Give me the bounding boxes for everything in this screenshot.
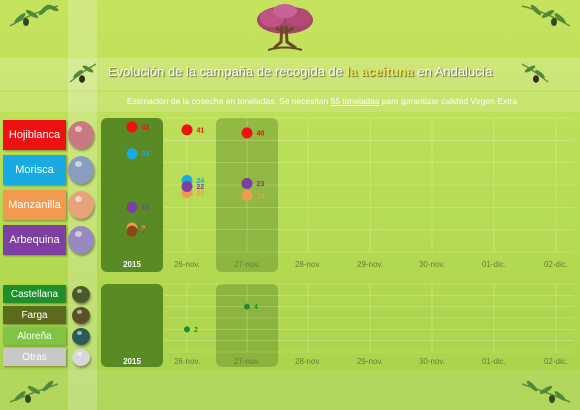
data-point-arbequina — [181, 180, 193, 192]
highlight-column-2015 — [101, 284, 163, 367]
x-tick-label: 2015 — [123, 260, 141, 269]
data-label: 23 — [257, 181, 265, 188]
title-text: Evolución de la campaña de recogida de — [108, 64, 343, 79]
data-label: 8 — [142, 226, 146, 233]
x-tick-label: 02-dic. — [544, 357, 568, 366]
olive-fruit-icon — [68, 191, 94, 219]
subheader-band — [0, 92, 580, 112]
title-text-end: en Andalucía — [417, 64, 493, 79]
x-tick-label: 30-nov. — [419, 357, 445, 366]
data-label: 4 — [254, 304, 258, 311]
data-label: 24 — [197, 178, 205, 185]
legend-label-otras: Otras — [3, 348, 66, 366]
data-point-arbequina — [241, 178, 253, 190]
data-point-arbequina — [126, 201, 138, 213]
data-point-hojiblanca — [241, 127, 253, 139]
data-label: 22 — [197, 184, 205, 191]
data-label: 41 — [197, 127, 205, 134]
bottom-band — [0, 370, 580, 410]
highlight-column-27-nov. — [216, 284, 278, 367]
legend-label-manzanilla: Manzanilla — [3, 190, 66, 220]
data-point-morisca — [126, 148, 138, 160]
olive-branch-icon — [521, 380, 571, 403]
olive-branch-icon — [521, 4, 571, 27]
data-label: 20 — [197, 190, 205, 197]
x-tick-label: 01-dic. — [482, 357, 506, 366]
x-tick-label: 28-nov. — [295, 357, 321, 366]
olive-branch-icon — [9, 4, 59, 27]
x-tick-label: 2015 — [123, 357, 141, 366]
page-title: Evolución de la campaña de recogida de l… — [108, 64, 528, 79]
olive-fruit-icon — [72, 328, 90, 345]
data-label: 7 — [142, 229, 146, 236]
x-tick-label: 30-nov. — [419, 260, 445, 269]
data-point-manzanilla — [241, 189, 253, 201]
x-tick-label: 26-nov. — [174, 260, 200, 269]
legend-label-castellana: Castellana — [3, 285, 66, 303]
olive-tree-icon — [257, 4, 313, 51]
olive-fruit-icon — [68, 226, 94, 254]
x-tick-label: 27-nov. — [234, 357, 260, 366]
header-band — [0, 58, 580, 90]
data-point-series — [126, 225, 138, 237]
x-tick-label: 02-dic. — [544, 260, 568, 269]
olive-fruit-icon — [72, 286, 90, 303]
data-label: 15 — [142, 205, 150, 212]
highlight-column-2015 — [101, 118, 163, 272]
legend-label-alorena: Aloreña — [3, 327, 66, 345]
x-tick-label: 29-nov. — [357, 260, 383, 269]
subtitle-highlight: 55 toneladas — [330, 96, 380, 106]
olive-fruit-icon — [68, 156, 94, 184]
olive-branch-icon — [69, 63, 97, 83]
subtitle-text-end: para garantizar calidad Virgen Extra — [381, 96, 518, 106]
olive-branch-icon — [521, 63, 549, 83]
x-tick-label: 28-nov. — [295, 260, 321, 269]
legend-label-arbequina: Arbequina — [3, 225, 66, 255]
data-point-castellana — [244, 303, 250, 310]
olive-fruit-icon — [68, 121, 94, 149]
legend-label-hojiblanca: Hojiblanca — [3, 120, 66, 150]
x-tick-label: 26-nov. — [174, 357, 200, 366]
x-tick-label: 01-dic. — [482, 260, 506, 269]
olive-fruit-icon — [72, 349, 90, 366]
data-point-hojiblanca — [126, 121, 138, 133]
data-label: 19 — [257, 193, 265, 200]
data-label: 40 — [257, 130, 265, 137]
olive-branch-icon — [9, 380, 59, 403]
data-point-castellana — [184, 326, 190, 333]
legend-label-farga: Farga — [3, 306, 66, 324]
data-label: 42 — [142, 124, 150, 131]
olive-fruit-icon — [72, 307, 90, 324]
x-tick-label: 27-nov. — [234, 260, 260, 269]
data-point-hojiblanca — [181, 124, 193, 136]
x-tick-label: 29-nov. — [357, 357, 383, 366]
page-subtitle: Estimación de la cosecha en toneladas. S… — [102, 96, 542, 106]
data-label: 23 — [257, 181, 265, 188]
title-highlight: la aceituna — [346, 64, 414, 79]
data-label: 2 — [194, 327, 198, 334]
subtitle-text: Estimación de la cosecha en toneladas. S… — [126, 96, 329, 106]
data-label: 33 — [142, 151, 150, 158]
legend-label-morisca: Morisca — [3, 155, 66, 185]
